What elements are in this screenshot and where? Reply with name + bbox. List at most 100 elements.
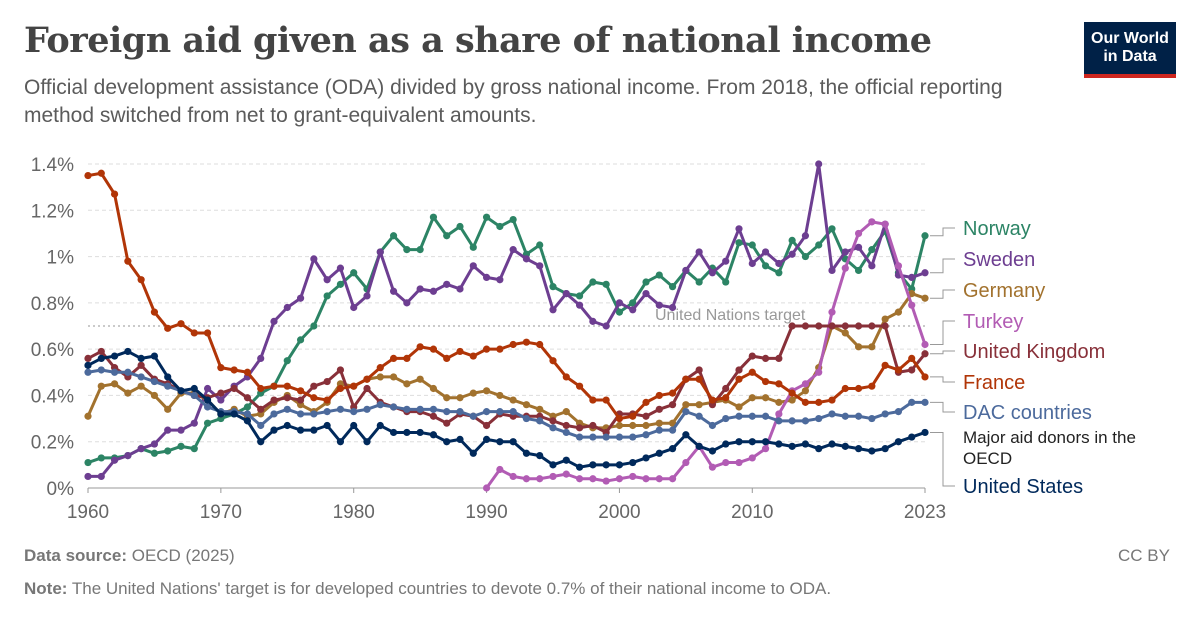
data-point — [443, 232, 451, 240]
data-point — [97, 354, 105, 362]
data-point — [815, 160, 823, 168]
data-point — [908, 366, 916, 374]
data-point — [881, 410, 889, 418]
data-point — [496, 276, 504, 284]
data-point — [536, 417, 544, 425]
data-point — [150, 352, 159, 360]
data-point — [655, 391, 663, 400]
data-point — [429, 287, 438, 295]
data-point — [84, 472, 92, 481]
data-point — [549, 461, 557, 469]
data-point — [283, 357, 291, 365]
data-point — [350, 303, 358, 312]
data-point — [748, 352, 756, 360]
data-point — [469, 389, 477, 397]
data-point — [443, 419, 451, 427]
data-point — [695, 278, 703, 286]
data-point — [509, 396, 517, 404]
data-point — [456, 435, 464, 443]
data-point — [748, 454, 756, 462]
data-point — [801, 252, 810, 261]
data-point — [695, 375, 703, 383]
data-point — [164, 447, 172, 455]
data-point — [110, 456, 119, 464]
y-tick-label: 0% — [47, 479, 75, 500]
data-point — [310, 322, 318, 330]
label-connector — [930, 320, 955, 346]
data-point — [695, 248, 703, 256]
data-point — [589, 475, 597, 483]
data-point — [257, 405, 265, 413]
data-point — [828, 266, 836, 275]
data-point — [921, 232, 929, 240]
data-point — [841, 329, 849, 337]
data-point — [429, 412, 438, 420]
data-point — [735, 458, 743, 467]
series-line — [87, 324, 927, 434]
data-source-link[interactable]: OECD (2025) — [131, 546, 235, 565]
data-point — [124, 368, 132, 376]
data-point — [894, 408, 903, 416]
data-point — [575, 382, 584, 390]
data-point — [642, 421, 650, 430]
owid-logo[interactable]: Our World in Data — [1084, 22, 1176, 78]
data-point — [97, 472, 105, 481]
data-point — [217, 396, 225, 404]
data-point — [549, 357, 557, 365]
data-point — [748, 241, 756, 249]
data-point — [336, 384, 345, 393]
data-point — [469, 449, 477, 457]
x-tick-label: 1990 — [465, 502, 507, 523]
data-point — [137, 276, 145, 284]
data-point — [682, 401, 690, 409]
data-point — [536, 475, 544, 483]
data-point — [921, 340, 929, 349]
data-point — [748, 412, 756, 420]
x-tick-label: 2010 — [731, 502, 773, 523]
data-point — [828, 308, 836, 316]
data-point — [150, 308, 159, 316]
data-point — [682, 458, 690, 467]
data-point — [722, 384, 730, 393]
data-point — [589, 421, 597, 430]
data-point — [708, 463, 717, 471]
data-point — [615, 433, 624, 441]
label-connector — [930, 258, 955, 274]
data-point — [894, 262, 903, 270]
data-point — [323, 292, 331, 300]
data-point — [217, 410, 225, 418]
data-point — [602, 433, 610, 441]
data-point — [602, 396, 610, 404]
data-point — [828, 410, 836, 418]
data-point — [828, 322, 836, 330]
data-point — [137, 373, 145, 381]
data-point — [775, 410, 783, 418]
data-point — [363, 405, 371, 413]
data-point — [389, 403, 398, 411]
data-point — [908, 301, 916, 309]
data-point — [602, 322, 610, 330]
data-point — [908, 354, 916, 362]
data-point — [854, 266, 863, 275]
data-point — [921, 294, 929, 302]
license-link[interactable]: CC BY — [1118, 546, 1170, 565]
data-point — [854, 445, 863, 453]
data-point — [695, 442, 703, 450]
data-point — [854, 343, 863, 351]
data-point — [602, 461, 610, 469]
data-point — [815, 398, 823, 406]
data-point — [602, 477, 610, 485]
data-point — [150, 377, 159, 386]
data-point — [921, 269, 929, 277]
data-point — [722, 440, 730, 448]
data-point — [84, 171, 92, 180]
data-point — [363, 292, 371, 300]
data-point — [257, 438, 265, 446]
data-point — [310, 382, 318, 390]
data-point — [270, 382, 278, 390]
data-point — [257, 354, 265, 362]
data-point — [668, 283, 677, 291]
data-point — [881, 445, 889, 453]
data-point — [203, 329, 212, 337]
